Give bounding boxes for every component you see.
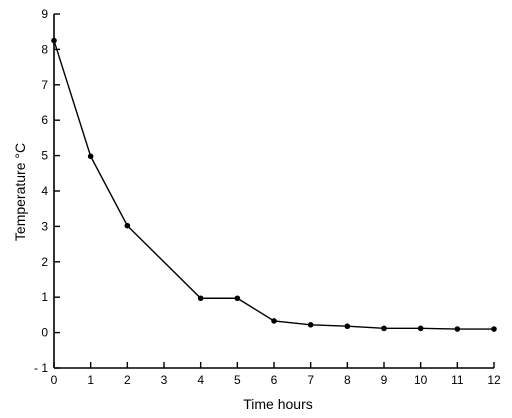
x-tick-label: 2 xyxy=(124,373,131,387)
y-tick-label: 3 xyxy=(41,219,48,233)
x-tick-label: 11 xyxy=(451,373,464,387)
y-tick-label: 8 xyxy=(41,42,48,56)
x-tick-label: 4 xyxy=(197,373,204,387)
series-group xyxy=(51,37,497,332)
data-point xyxy=(491,326,497,332)
y-tick-label: 2 xyxy=(41,255,48,269)
data-point xyxy=(271,318,277,324)
y-tick-label: 4 xyxy=(41,184,48,198)
x-tick-label: 9 xyxy=(381,373,388,387)
x-tick-label: 7 xyxy=(307,373,314,387)
y-axis-title: Temperature °C xyxy=(12,143,28,241)
data-point xyxy=(381,325,387,332)
x-tick-label: 3 xyxy=(161,373,168,387)
x-tick-label: 12 xyxy=(487,373,501,387)
series-line xyxy=(53,40,494,330)
y-tick-label: 9 xyxy=(41,7,48,21)
x-tick-label: 10 xyxy=(414,373,428,387)
x-tick-label: 1 xyxy=(87,373,94,387)
data-point xyxy=(234,295,241,302)
y-tick-label: - 1 xyxy=(34,361,48,375)
x-axis-title: Time hours xyxy=(243,396,313,412)
y-tick-label: 7 xyxy=(41,78,48,92)
x-tick-label: 8 xyxy=(344,373,351,387)
y-tick-label: 6 xyxy=(41,113,48,127)
data-point xyxy=(124,222,131,229)
y-tick-label: 0 xyxy=(41,326,48,340)
data-point xyxy=(454,326,461,332)
y-tick-label: 5 xyxy=(41,149,48,163)
y-tick-label: 1 xyxy=(41,290,48,304)
x-tick-label: 5 xyxy=(234,373,241,387)
x-tick-label: 6 xyxy=(271,373,278,387)
data-point xyxy=(197,295,204,302)
data-point xyxy=(87,153,94,160)
x-tick-label: 0 xyxy=(51,373,58,387)
axes xyxy=(53,14,494,369)
data-point xyxy=(344,323,351,330)
data-point xyxy=(307,322,314,328)
data-point xyxy=(417,325,424,332)
data-point xyxy=(51,37,57,44)
